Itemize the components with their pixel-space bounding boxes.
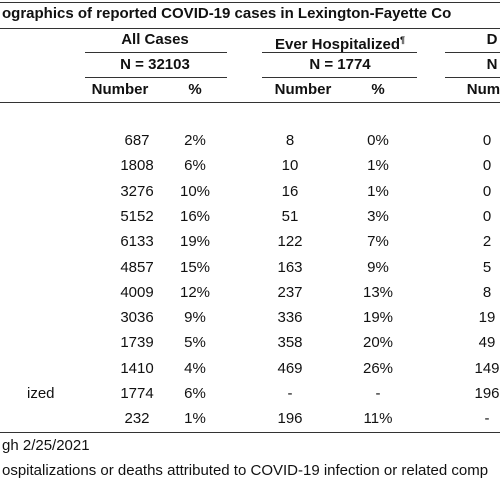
title: ographics of reported COVID-19 cases in … <box>2 5 452 22</box>
cell: 149 <box>474 359 500 377</box>
cell: 196 <box>474 385 500 402</box>
group-n: N <box>486 56 498 73</box>
cell: 6% <box>184 157 206 175</box>
group-label: All Cases <box>121 31 189 48</box>
cell: 687 <box>124 132 150 149</box>
rule <box>445 77 500 78</box>
cell: - <box>484 410 490 428</box>
cell: 0 <box>482 132 492 149</box>
cell: 1410 <box>120 359 154 377</box>
cell: 10% <box>179 182 211 200</box>
cell: 5152 <box>120 207 154 225</box>
cell: 8 <box>285 132 295 149</box>
rule <box>262 77 417 78</box>
cell: 16 <box>281 182 299 200</box>
cell: 49 <box>478 334 496 352</box>
cell: 2 <box>482 233 492 251</box>
cell: 20% <box>362 334 394 352</box>
cell: 4% <box>184 359 206 377</box>
cell: 163 <box>277 258 303 276</box>
cell: 0 <box>482 207 492 225</box>
cell: 11% <box>363 410 393 428</box>
cell: 9% <box>367 258 389 276</box>
rule <box>262 52 417 53</box>
cell: 10 <box>281 157 299 175</box>
cell: 0 <box>482 182 492 200</box>
footnote: gh 2/25/2021 <box>2 437 90 454</box>
cell: 1739 <box>120 334 154 352</box>
cell: 3% <box>367 207 389 225</box>
cell: 1808 <box>120 157 154 175</box>
cell: 0 <box>482 157 492 175</box>
cell: 336 <box>277 309 303 327</box>
cell: 13% <box>362 283 394 301</box>
cell: 2% <box>184 132 206 149</box>
rule <box>0 102 500 103</box>
rule <box>0 28 500 29</box>
cell: 232 <box>124 410 150 428</box>
column-header: Numb <box>466 81 500 98</box>
rule <box>0 2 500 3</box>
footnote: ospitalizations or deaths attributed to … <box>2 462 489 479</box>
cell: 3036 <box>120 309 154 327</box>
cell: 1% <box>184 410 206 428</box>
footnote-mark: ¶ <box>400 35 406 45</box>
cell: 358 <box>277 334 303 352</box>
row-label: ized <box>27 385 55 402</box>
cell: 9% <box>184 309 206 327</box>
cell: 8 <box>482 283 492 301</box>
cell: 19% <box>179 233 211 251</box>
column-header: % <box>188 81 202 98</box>
rule <box>85 77 227 78</box>
cell: 51 <box>281 207 299 225</box>
cell: 1% <box>367 157 389 175</box>
cell: 26% <box>362 359 394 377</box>
cell: 5% <box>184 334 206 352</box>
cell: - <box>375 385 381 402</box>
column-header: Number <box>274 81 332 98</box>
cell: 19 <box>478 309 496 327</box>
cell: 6133 <box>120 233 154 251</box>
group-label: D <box>486 31 498 48</box>
cell: 4857 <box>120 258 154 276</box>
cell: 15% <box>179 258 211 276</box>
group-label: Ever Hospitalized¶ <box>274 35 406 53</box>
cell: 237 <box>277 283 303 301</box>
group-n: N = 32103 <box>120 56 190 73</box>
column-header: % <box>371 81 385 98</box>
cell: 3276 <box>120 182 154 200</box>
rule <box>0 432 500 433</box>
cell: 122 <box>277 233 303 251</box>
cell: 4009 <box>120 283 154 301</box>
cell: 19% <box>362 309 394 327</box>
cell: 6% <box>184 385 206 402</box>
cell: 7% <box>367 233 389 251</box>
cell: 12% <box>179 283 211 301</box>
rule <box>445 52 500 53</box>
group-n: N = 1774 <box>309 56 371 73</box>
cell: 196 <box>277 410 303 428</box>
cell: 1% <box>367 182 389 200</box>
cell: - <box>287 385 293 402</box>
cell: 5 <box>482 258 492 276</box>
cell: 0% <box>367 132 389 149</box>
cell: 16% <box>179 207 211 225</box>
column-header: Number <box>91 81 149 98</box>
cell: 1774 <box>120 385 154 402</box>
cell: 469 <box>277 359 303 377</box>
rule <box>85 52 227 53</box>
